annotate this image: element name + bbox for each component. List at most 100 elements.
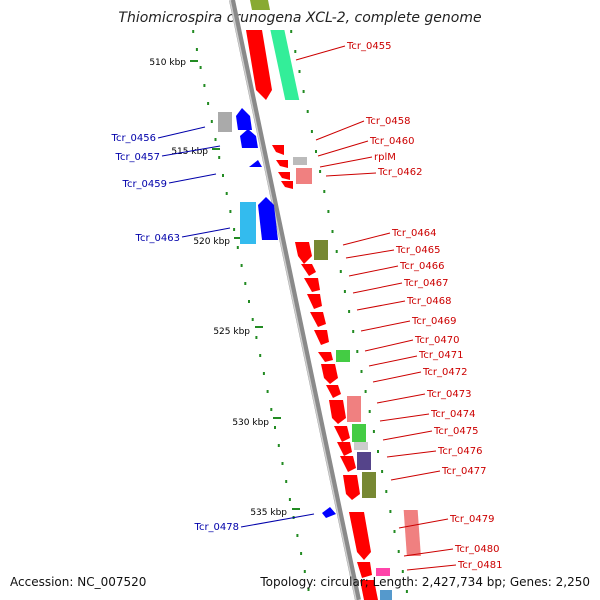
label-tcr-0468[interactable]: Tcr_0468 [406, 296, 451, 307]
label-tcr-0480[interactable]: Tcr_0480 [454, 544, 499, 555]
scale-dot [203, 84, 206, 87]
label-tcr-0479[interactable]: Tcr_0479 [449, 514, 494, 525]
scale-dot [259, 354, 262, 357]
label-tcr-0456[interactable]: Tcr_0456 [111, 133, 156, 144]
gene-tcr-0474-product[interactable] [352, 424, 366, 442]
label-tcr-0463[interactable]: Tcr_0463 [135, 233, 180, 244]
scale-dot [348, 310, 351, 313]
forward-genes [246, 0, 421, 600]
scale-dot [214, 138, 217, 141]
gene-tcr-0474[interactable] [334, 426, 350, 442]
scale-dot [377, 450, 379, 453]
gene-tcr-0464-product[interactable] [314, 240, 328, 260]
gene-tcr-0455-product[interactable] [270, 30, 300, 100]
label-tcr-0467[interactable]: Tcr_0467 [403, 278, 448, 289]
gene-block-top[interactable] [250, 0, 270, 10]
gene-tcr-0476[interactable] [340, 456, 356, 472]
gene-tcr-0463-product[interactable] [240, 202, 256, 244]
gene-tcr-0477-product[interactable] [362, 472, 376, 498]
map-title: Thiomicrospira crunogena XCL-2, complete… [118, 10, 482, 26]
label-tcr-0475[interactable]: Tcr_0475 [433, 426, 478, 437]
gene-tcr-0471-product[interactable] [336, 350, 350, 362]
label-tcr-0471[interactable]: Tcr_0471 [418, 350, 463, 361]
gene-tcr-0460[interactable] [276, 160, 288, 168]
scale-dot [294, 50, 297, 53]
gene-tcr-0478[interactable] [322, 507, 336, 518]
scale-dot [199, 66, 202, 69]
gene-tcr-0475-product[interactable] [354, 442, 368, 450]
gene-tcr-0472[interactable] [326, 385, 341, 398]
label-tcr-0469[interactable]: Tcr_0469 [411, 316, 456, 327]
gene-tcr-0458[interactable] [272, 145, 284, 155]
label-tcr-0470[interactable]: Tcr_0470 [414, 335, 459, 346]
gene-tcr-0475[interactable] [337, 442, 352, 456]
scale-dot [310, 130, 313, 133]
label-tcr-0478[interactable]: Tcr_0478 [194, 522, 239, 533]
label-tcr-0459[interactable]: Tcr_0459 [122, 179, 167, 190]
gene-rplm[interactable] [278, 172, 290, 180]
gene-tcr-0466[interactable] [304, 278, 320, 292]
scale-dot [195, 48, 198, 51]
gene-tcr-0460-product[interactable] [293, 157, 307, 165]
gene-tcr-0463[interactable] [258, 197, 278, 240]
scale-dot [251, 318, 254, 321]
gene-tcr-0479[interactable] [349, 512, 371, 560]
gene-tcr-0480[interactable] [357, 562, 372, 578]
scale-dot [307, 588, 310, 591]
scale-dot [236, 246, 239, 249]
scale-dot [356, 350, 359, 353]
gene-tcr-0481[interactable] [360, 580, 378, 600]
gene-tcr-0476-product[interactable] [357, 452, 371, 470]
scale-dot [248, 300, 250, 303]
gene-bottom-product[interactable] [380, 590, 392, 600]
gene-tcr-0459[interactable] [249, 160, 262, 167]
label-tcr-0481[interactable]: Tcr_0481 [457, 560, 502, 571]
gene-tcr-0462-product[interactable] [296, 168, 312, 184]
scale-dot [192, 30, 195, 33]
scale-dot [372, 430, 375, 433]
gene-tcr-0471[interactable] [321, 364, 338, 384]
gene-tcr-0469[interactable] [314, 330, 329, 345]
label-tcr-0460[interactable]: Tcr_0460 [369, 136, 414, 147]
gene-tcr-0462[interactable] [281, 181, 293, 189]
scale-label-510: 510 kbp [149, 58, 186, 68]
label-tcr-0458[interactable]: Tcr_0458 [365, 116, 410, 127]
gene-tcr-0473-product[interactable] [347, 396, 361, 422]
scale-label-520: 520 kbp [193, 237, 230, 247]
gene-tcr-0457[interactable] [240, 129, 258, 148]
label-tcr-0473[interactable]: Tcr_0473 [426, 389, 471, 400]
gene-tcr-0481-product[interactable] [376, 568, 390, 576]
reverse-genes [218, 108, 336, 518]
label-tcr-0455[interactable]: Tcr_0455 [346, 41, 391, 52]
gene-tcr-0468[interactable] [310, 312, 326, 327]
scale-label-515: 515 kbp [171, 147, 208, 157]
scale-ticks: 510 kbp 515 kbp 520 kbp 525 kbp 530 kbp … [149, 58, 300, 518]
label-tcr-0472[interactable]: Tcr_0472 [422, 367, 467, 378]
gene-tcr-0456[interactable] [236, 108, 252, 130]
label-tcr-0476[interactable]: Tcr_0476 [437, 446, 482, 457]
scale-dot [270, 408, 273, 411]
gene-tcr-0467[interactable] [307, 294, 322, 309]
scale-dot [244, 282, 247, 285]
scale-dot [255, 336, 258, 339]
label-tcr-0462[interactable]: Tcr_0462 [377, 167, 422, 178]
label-tcr-0477[interactable]: Tcr_0477 [441, 466, 486, 477]
label-tcr-0474[interactable]: Tcr_0474 [430, 409, 475, 420]
gene-tcr-0470[interactable] [318, 352, 333, 362]
gene-tcr-0455[interactable] [246, 30, 272, 100]
label-tcr-0466[interactable]: Tcr_0466 [399, 261, 444, 272]
gene-tcr-0465[interactable] [301, 264, 316, 276]
label-tcr-0457[interactable]: Tcr_0457 [115, 152, 160, 163]
scale-dot [335, 250, 338, 253]
label-rplm[interactable]: rplM [374, 152, 396, 163]
label-tcr-0464[interactable]: Tcr_0464 [391, 228, 436, 239]
gene-tcr-0479-product[interactable] [403, 510, 421, 556]
gene-tcr-0477[interactable] [343, 475, 360, 500]
label-tcr-0465[interactable]: Tcr_0465 [395, 245, 440, 256]
gene-tcr-0464[interactable] [295, 242, 312, 264]
scale-dot [323, 190, 326, 193]
gene-tcr-0473[interactable] [329, 400, 346, 424]
gene-tcr-0456-product[interactable] [218, 112, 232, 132]
